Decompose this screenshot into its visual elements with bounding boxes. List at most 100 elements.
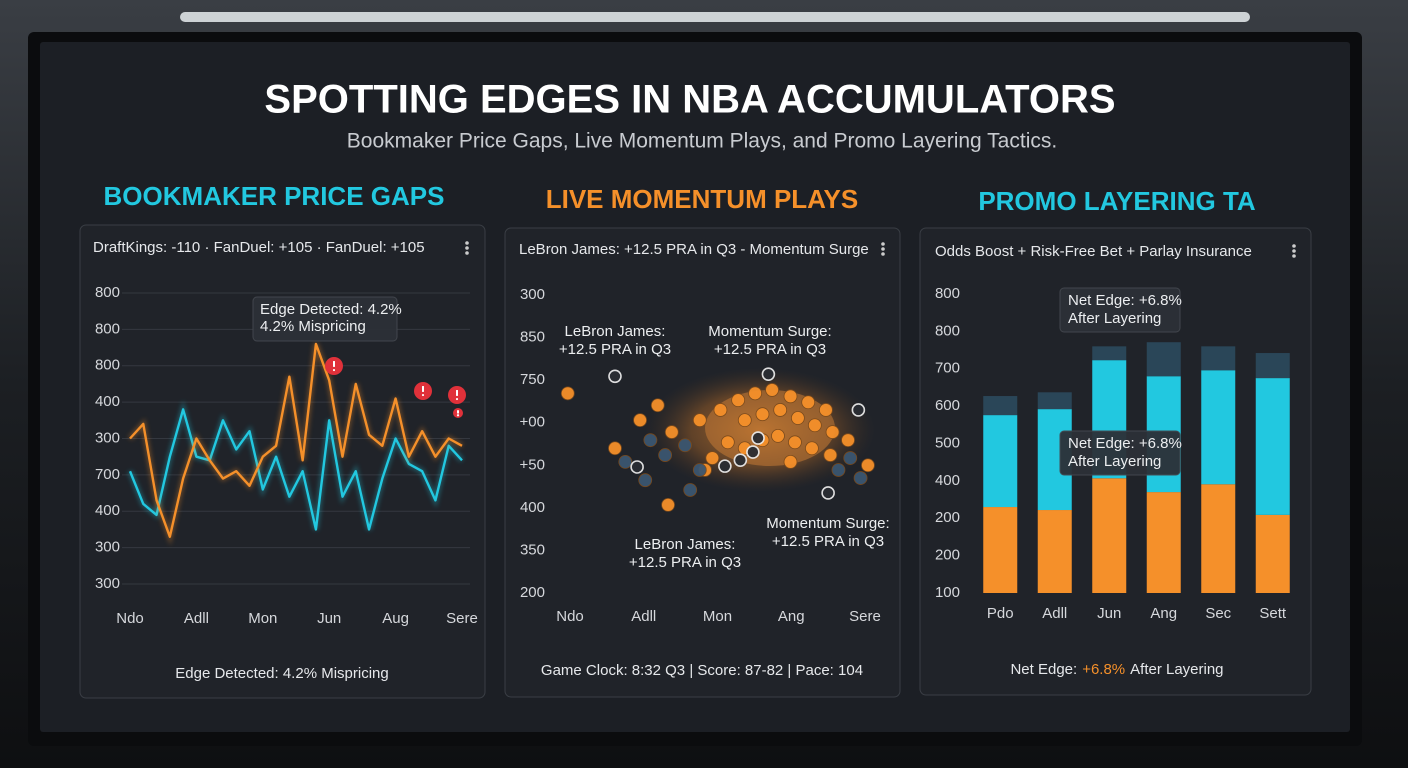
- annotation: LeBron James:: [565, 323, 666, 340]
- y-tick-label: 200: [935, 547, 960, 564]
- bar-segment: [1201, 370, 1236, 485]
- scatter-point: [658, 448, 673, 462]
- scatter-point: [790, 411, 805, 425]
- card-menu[interactable]: [881, 242, 885, 256]
- scatter-point: [819, 403, 833, 417]
- footer-part: Edge Detected: 4.2% Mispricing: [175, 665, 388, 682]
- panel-title: BOOKMAKER PRICE GAPS: [104, 181, 445, 211]
- y-tick-label: 350: [520, 541, 545, 558]
- footer-part: Net Edge:: [1010, 661, 1077, 678]
- scatter-point: [843, 451, 858, 465]
- y-tick-label: 300: [520, 286, 545, 303]
- scatter-point: [661, 497, 675, 512]
- annotation: 4.2% Mispricing: [260, 318, 366, 335]
- alert-bar: [333, 361, 335, 367]
- x-tick-label: Mon: [703, 608, 732, 625]
- annotation: After Layering: [1068, 453, 1161, 470]
- y-tick-label: 400: [935, 472, 960, 489]
- scatter-point: [630, 460, 644, 474]
- tooltip-box: [1059, 287, 1181, 333]
- x-tick-label: Ndo: [556, 608, 584, 625]
- bar-segment: [1092, 346, 1127, 361]
- x-tick-label: Pdo: [987, 605, 1014, 622]
- x-tick-label: Ang: [1150, 605, 1177, 622]
- scatter-point: [618, 454, 633, 469]
- scatter-point: [831, 463, 846, 477]
- card-header: DraftKings: -110 · FanDuel: +105 · FanDu…: [93, 239, 425, 256]
- scatter-point: [705, 451, 720, 465]
- x-tick-label: Sett: [1259, 605, 1287, 622]
- scatter-point: [761, 367, 776, 381]
- y-tick-label: 400: [520, 499, 545, 516]
- scatter-point: [737, 413, 752, 428]
- x-tick-label: Ndo: [116, 610, 144, 627]
- scatter-point: [608, 441, 622, 456]
- y-tick-label: 300: [95, 575, 120, 592]
- bar-segment: [1201, 484, 1236, 593]
- y-tick-label: 850: [520, 329, 545, 346]
- panel-title: LIVE MOMENTUM PLAYS: [546, 184, 859, 214]
- dashboard-subtitle: Bookmaker Price Gaps, Live Momentum Play…: [347, 130, 1057, 153]
- bar-segment: [1255, 514, 1290, 593]
- density-core: [705, 390, 835, 466]
- chart: DraftKings: -110 · FanDuel: +105 · FanDu…: [93, 239, 478, 682]
- panel-title: PROMO LAYERING TA: [978, 186, 1256, 216]
- y-tick-label: 700: [935, 360, 960, 377]
- card-footer: Edge Detected: 4.2% Mispricing: [175, 665, 388, 682]
- y-tick-label: 800: [95, 357, 120, 374]
- alert-dot: [455, 397, 459, 401]
- card-header: LeBron James: +12.5 PRA in Q3 - Momentum…: [519, 241, 869, 258]
- y-tick-label: 800: [935, 322, 960, 339]
- x-tick-label: Adll: [184, 610, 209, 627]
- line-series: [129, 342, 463, 538]
- x-tick-label: Sere: [849, 608, 881, 625]
- annotation: +12.5 PRA in Q3: [559, 341, 671, 358]
- y-tick-label: 500: [935, 434, 960, 451]
- x-tick-label: Ang: [778, 608, 805, 625]
- scatter-point: [692, 463, 707, 477]
- scatter-point: [746, 445, 760, 459]
- card-menu[interactable]: [465, 241, 469, 255]
- ceiling-light: [180, 12, 1250, 22]
- footer-part: After Layering: [1130, 661, 1223, 678]
- scatter-point: [823, 448, 838, 462]
- y-tick-label: 300: [95, 539, 120, 556]
- scatter-point: [853, 471, 868, 485]
- annotation: Momentum Surge:: [708, 323, 831, 340]
- bar-segment: [1201, 346, 1236, 371]
- scatter-point: [713, 403, 728, 417]
- footer-part: Game Clock: 8:32 Q3 | Score: 87-82 | Pac…: [541, 662, 863, 679]
- footer-part: +6.8%: [1082, 661, 1125, 678]
- annotation: Net Edge: +6.8%: [1068, 292, 1182, 309]
- scatter-point: [821, 486, 835, 500]
- y-tick-label: 400: [95, 502, 120, 519]
- card-menu[interactable]: [1292, 244, 1296, 258]
- x-tick-label: Sere: [446, 610, 478, 627]
- x-tick-label: Adll: [1042, 605, 1067, 622]
- x-tick-label: Mon: [248, 610, 277, 627]
- y-tick-label: 300: [95, 429, 120, 446]
- scatter-point: [783, 389, 798, 404]
- scatter-point: [731, 393, 746, 408]
- scatter-point: [841, 433, 855, 448]
- y-tick-label: 600: [935, 397, 960, 414]
- annotation: Momentum Surge:: [766, 515, 889, 532]
- alert-bar: [422, 386, 424, 392]
- bar-segment: [1255, 353, 1290, 379]
- scatter-point: [807, 418, 822, 433]
- scatter-point: [683, 483, 698, 497]
- alert-dot: [332, 368, 336, 372]
- y-tick-label: +00: [520, 414, 545, 431]
- annotation: +12.5 PRA in Q3: [714, 341, 826, 358]
- chart: Odds Boost + Risk-Free Bet + Parlay Insu…: [935, 243, 1290, 678]
- alert-bar: [456, 390, 458, 396]
- scatter-point: [560, 386, 575, 401]
- bar-segment: [983, 415, 1018, 508]
- bar-segment: [1037, 510, 1072, 593]
- bar-segment: [1255, 378, 1290, 515]
- scatter-point: [718, 459, 732, 473]
- scatter-point: [638, 473, 653, 488]
- scatter-point: [755, 407, 770, 422]
- scatter-point: [692, 413, 707, 428]
- scatter-point: [788, 435, 802, 450]
